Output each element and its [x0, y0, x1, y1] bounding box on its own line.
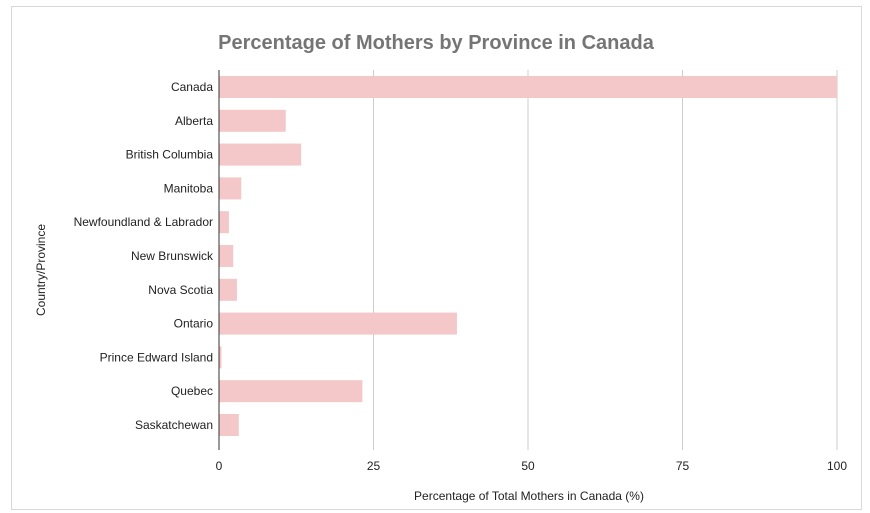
bar-saskatchewan[interactable] [219, 414, 239, 436]
bar-ontario[interactable] [219, 312, 457, 335]
bar-new-brunswick[interactable] [219, 245, 234, 267]
category-label: Prince Edward Island [100, 350, 213, 364]
x-tick-label: 0 [216, 459, 223, 473]
chart-title: Percentage of Mothers by Province in Can… [218, 32, 655, 54]
category-label: Saskatchewan [135, 418, 213, 432]
x-tick-labels: 0 25 50 75 100 [216, 459, 848, 473]
category-label: Canada [171, 80, 213, 94]
bars [219, 76, 837, 436]
x-tick-label: 75 [676, 459, 690, 473]
category-label: Manitoba [164, 181, 214, 195]
bar-newfoundland-labrador[interactable] [219, 211, 229, 234]
x-axis-title: Percentage of Total Mothers in Canada (%… [414, 489, 644, 503]
x-tick-label: 100 [827, 459, 847, 473]
bar-alberta[interactable] [219, 109, 286, 132]
y-axis-title: Country/Province [34, 224, 48, 316]
bar-manitoba[interactable] [219, 177, 242, 200]
category-label: Alberta [175, 114, 213, 128]
x-tick-label: 25 [367, 459, 381, 473]
bar-nova-scotia[interactable] [219, 278, 237, 301]
category-label: Newfoundland & Labrador [74, 215, 213, 229]
bar-prince-edward-island[interactable] [219, 346, 222, 369]
category-label: Quebec [171, 384, 213, 398]
category-label: Ontario [174, 317, 214, 331]
gridlines [373, 70, 838, 450]
category-label: Nova Scotia [148, 283, 213, 297]
category-label: New Brunswick [131, 249, 214, 263]
bar-canada[interactable] [219, 76, 837, 98]
bar-quebec[interactable] [219, 380, 363, 403]
bar-british-columbia[interactable] [219, 143, 302, 166]
category-label: British Columbia [126, 148, 214, 162]
category-labels: Canada Alberta British Columbia Manitoba New… [74, 80, 214, 432]
x-tick-label: 50 [521, 459, 535, 473]
